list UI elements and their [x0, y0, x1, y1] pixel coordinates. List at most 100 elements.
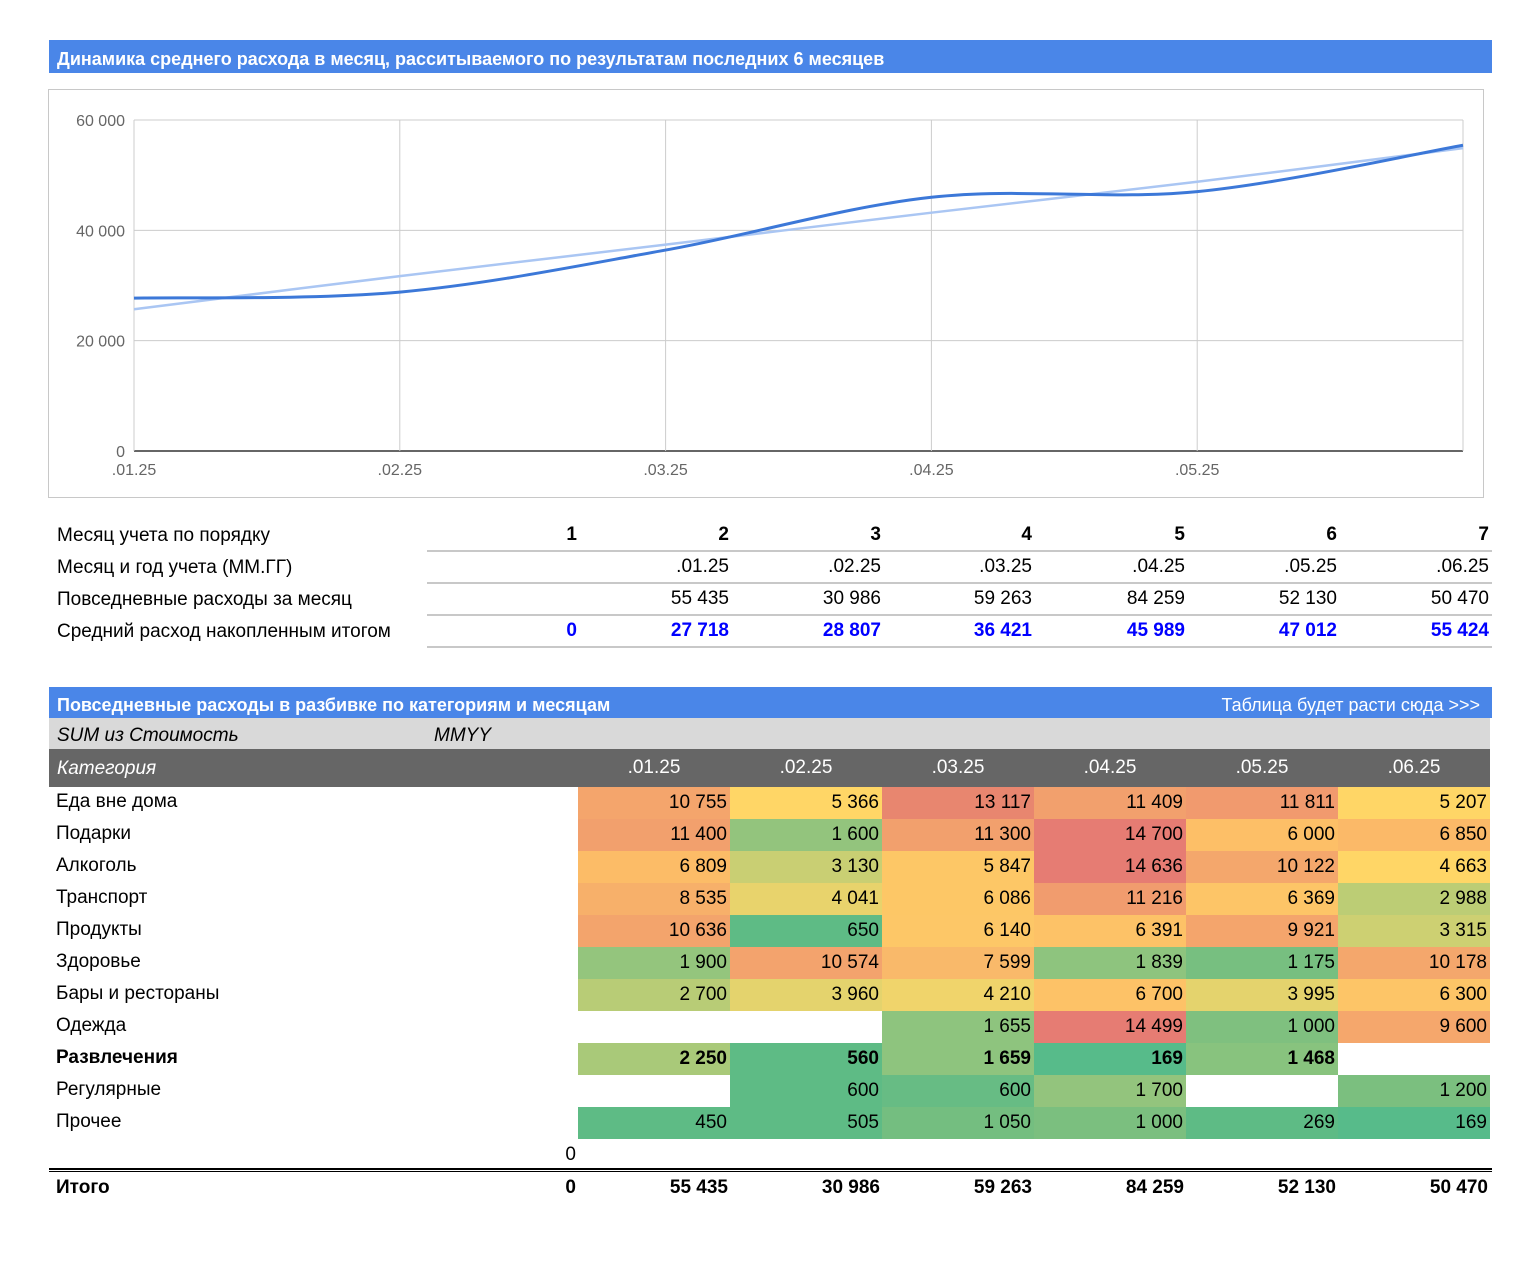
category-name: Развлечения — [56, 1047, 178, 1068]
pivot-cell: 1 050 — [882, 1107, 1034, 1139]
pivot-cell: 3 960 — [730, 979, 882, 1011]
stats-cell: 28 807 — [822, 620, 881, 641]
average-expense-line — [133, 143, 1464, 300]
stats-cell: 45 989 — [1126, 620, 1185, 641]
row-divider — [427, 550, 1492, 552]
category-name: Подарки — [56, 823, 131, 844]
category-name: Еда вне дома — [56, 791, 178, 812]
row-divider — [427, 582, 1492, 584]
stats-row: Повседневные расходы за месяц 55 435 30 98… — [49, 584, 1492, 616]
pivot-row: Еда вне дома 10 755 5 366 13 117 11 409 11 81… — [49, 787, 1490, 819]
pivot-cell: 3 995 — [1186, 979, 1338, 1011]
pivot-cell: 450 — [578, 1107, 730, 1139]
pivot-cell — [578, 1011, 730, 1043]
stats-cell: 3 — [870, 524, 881, 545]
pivot-cell: 5 847 — [882, 851, 1034, 883]
month-header: .02.25 — [779, 757, 833, 778]
stats-cell: 6 — [1326, 524, 1337, 545]
y-tick-label: 60 000 — [76, 113, 125, 130]
stats-row-label: Средний расход накопленным итогом — [57, 621, 391, 642]
stats-cell: 5 — [1174, 524, 1185, 545]
pivot-row: Одежда 1 655 14 499 1 000 9 600 — [49, 1011, 1490, 1043]
total-cell: 30 986 — [821, 1177, 880, 1198]
pivot-cell: 1 600 — [730, 819, 882, 851]
row-divider — [427, 614, 1492, 616]
pivot-cell: 650 — [730, 915, 882, 947]
stats-cell: 30 986 — [822, 588, 881, 609]
total-cell: 52 130 — [1277, 1177, 1336, 1198]
month-header: .04.25 — [1083, 757, 1137, 778]
blank-row-value: 0 — [565, 1144, 576, 1165]
stats-cell: 55 435 — [670, 588, 729, 609]
category-name: Прочее — [56, 1111, 122, 1132]
category-name: Продукты — [56, 919, 142, 940]
pivot-cell: 10 178 — [1338, 947, 1490, 979]
pivot-cell: 169 — [1034, 1043, 1186, 1075]
total-cell: 59 263 — [973, 1177, 1032, 1198]
pivot-cell: 3 130 — [730, 851, 882, 883]
month-header: .06.25 — [1387, 757, 1441, 778]
pivot-title-bar: Повседневные расходы в разбивке по катег… — [49, 687, 1492, 718]
pivot-cell: 3 315 — [1338, 915, 1490, 947]
pivot-cell: 600 — [730, 1075, 882, 1107]
pivot-cell: 560 — [730, 1043, 882, 1075]
line-chart-svg: 0 20 000 40 000 60 000 .01.25 .02.25 .03.25 .04… — [76, 113, 1464, 479]
chart-title: Динамика среднего расхода в месяц, расси… — [57, 49, 885, 69]
pivot-cell: 6 000 — [1186, 819, 1338, 851]
x-tick-label: .04.25 — [909, 462, 954, 479]
pivot-header-sum: SUM из Стоимость MMYY — [49, 718, 1490, 749]
pivot-cell: 10 574 — [730, 947, 882, 979]
pivot-cell: 8 535 — [578, 883, 730, 915]
stats-cell: 84 259 — [1126, 588, 1185, 609]
pivot-cell: 11 300 — [882, 819, 1034, 851]
pivot-cell: 1 468 — [1186, 1043, 1338, 1075]
stats-row-label: Повседневные расходы за месяц — [57, 589, 352, 610]
month-header: .03.25 — [931, 757, 985, 778]
stats-cell: .01.25 — [676, 556, 729, 577]
pivot-cell: 1 839 — [1034, 947, 1186, 979]
total-separator — [49, 1168, 1492, 1172]
stats-cell: 2 — [718, 524, 729, 545]
pivot-cell: 9 600 — [1338, 1011, 1490, 1043]
pivot-cell — [1186, 1075, 1338, 1107]
stats-cell: 59 263 — [973, 588, 1032, 609]
category-header: Категория — [57, 758, 157, 779]
total-label: Итого — [56, 1177, 110, 1198]
pivot-cell: 5 207 — [1338, 787, 1490, 819]
pivot-cell: 6 140 — [882, 915, 1034, 947]
pivot-grow-hint: Таблица будет расти сюда >>> — [1221, 695, 1480, 715]
pivot-row: Прочее 450 505 1 050 1 000 269 169 — [49, 1107, 1490, 1139]
pivot-cell: 11 400 — [578, 819, 730, 851]
stats-row-label: Месяц и год учета (ММ.ГГ) — [57, 557, 293, 578]
stats-cell: 4 — [1021, 524, 1032, 545]
stats-cell: 36 421 — [973, 620, 1032, 641]
pivot-title: Повседневные расходы в разбивке по катег… — [57, 695, 611, 715]
stats-cell: 7 — [1478, 524, 1489, 545]
stats-row: Месяц и год учета (ММ.ГГ) .01.25 .02.25 .03… — [49, 552, 1492, 584]
blank-category-row: 0 — [49, 1139, 1490, 1169]
pivot-cell: 6 850 — [1338, 819, 1490, 851]
trend-line — [133, 146, 1464, 311]
pivot-cell: 1 655 — [882, 1011, 1034, 1043]
stats-cell: .05.25 — [1284, 556, 1337, 577]
pivot-cell: 1 000 — [1186, 1011, 1338, 1043]
pivot-cell: 269 — [1186, 1107, 1338, 1139]
pivot-cell: 7 599 — [882, 947, 1034, 979]
stats-cell: 52 130 — [1278, 588, 1337, 609]
pivot-cell: 1 200 — [1338, 1075, 1490, 1107]
pivot-row: Подарки 11 400 1 600 11 300 14 700 6 000 6 850 — [49, 819, 1490, 851]
pivot-cell — [1338, 1043, 1490, 1075]
pivot-cell: 6 369 — [1186, 883, 1338, 915]
stats-cell: 55 424 — [1430, 620, 1489, 641]
pivot-cell — [730, 1011, 882, 1043]
pivot-cell: 11 409 — [1034, 787, 1186, 819]
pivot-cell: 169 — [1338, 1107, 1490, 1139]
mmyy-label: MMYY — [434, 725, 491, 746]
pivot-cell: 11 811 — [1186, 787, 1338, 819]
pivot-row: Продукты 10 636 650 6 140 6 391 9 921 3 315 — [49, 915, 1490, 947]
total-cell: 50 470 — [1429, 1177, 1488, 1198]
chart-title-bar: Динамика среднего расхода в месяц, расси… — [49, 40, 1492, 73]
pivot-cell — [578, 1075, 730, 1107]
category-name: Одежда — [56, 1015, 127, 1036]
stats-cell: 27 718 — [670, 620, 729, 641]
